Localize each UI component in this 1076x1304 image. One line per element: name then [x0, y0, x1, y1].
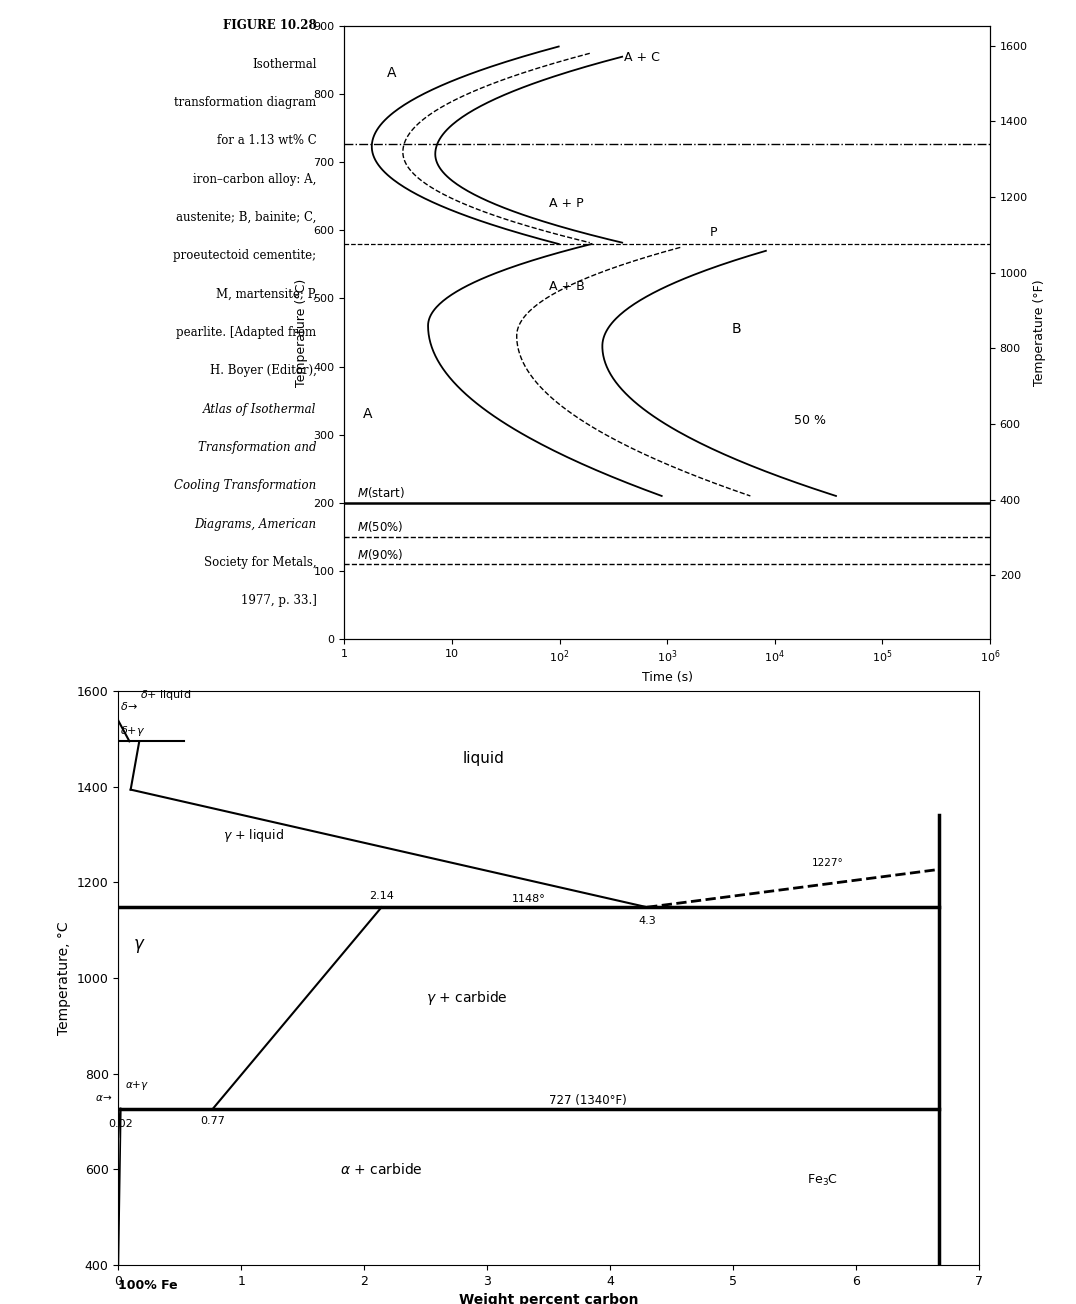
Text: 1148°: 1148°	[512, 895, 546, 905]
Text: proeutectoid cementite;: proeutectoid cementite;	[173, 249, 316, 262]
X-axis label: Weight percent carbon: Weight percent carbon	[459, 1294, 638, 1304]
Text: 100% Fe: 100% Fe	[118, 1279, 178, 1292]
Text: A + B: A + B	[549, 279, 585, 292]
Text: $\gamma$: $\gamma$	[133, 938, 145, 956]
Text: $\alpha$+$\gamma$: $\alpha$+$\gamma$	[125, 1078, 148, 1091]
Text: for a 1.13 wt% C: for a 1.13 wt% C	[216, 134, 316, 147]
Text: 1977, p. 33.]: 1977, p. 33.]	[241, 595, 316, 608]
Text: iron–carbon alloy: A,: iron–carbon alloy: A,	[194, 172, 316, 185]
Text: liquid: liquid	[463, 751, 505, 765]
Text: A + C: A + C	[624, 51, 661, 64]
Text: 2.14: 2.14	[369, 892, 394, 901]
Text: Cooling Transformation: Cooling Transformation	[174, 480, 316, 493]
Text: Diagrams, American: Diagrams, American	[195, 518, 316, 531]
Text: A + P: A + P	[549, 197, 583, 210]
Y-axis label: Temperature (°F): Temperature (°F)	[1033, 279, 1046, 386]
Text: Atlas of Isothermal: Atlas of Isothermal	[203, 403, 316, 416]
Text: $\delta\!\rightarrow$: $\delta\!\rightarrow$	[119, 700, 138, 712]
Text: 0.77: 0.77	[200, 1116, 226, 1125]
X-axis label: Time (s): Time (s)	[641, 670, 693, 683]
Text: $\gamma$ + liquid: $\gamma$ + liquid	[223, 827, 284, 845]
Text: 1227°: 1227°	[812, 858, 844, 867]
Text: 0.02: 0.02	[109, 1119, 133, 1129]
Text: 50 %: 50 %	[794, 415, 825, 428]
Text: Fe$_3$C: Fe$_3$C	[807, 1172, 838, 1188]
Text: M, martensite; P,: M, martensite; P,	[215, 288, 316, 301]
Text: $\alpha$ + carbide: $\alpha$ + carbide	[340, 1162, 423, 1178]
Text: $\alpha\!\rightarrow$: $\alpha\!\rightarrow$	[95, 1093, 112, 1103]
Text: Isothermal: Isothermal	[252, 57, 316, 70]
Text: 727 (1340°F): 727 (1340°F)	[549, 1094, 626, 1107]
Text: $M$(90%): $M$(90%)	[356, 546, 404, 562]
Text: $\delta$+$\gamma$: $\delta$+$\gamma$	[119, 724, 145, 738]
Text: B: B	[732, 322, 741, 335]
Text: pearlite. [Adapted from: pearlite. [Adapted from	[176, 326, 316, 339]
Text: Society for Metals,: Society for Metals,	[204, 557, 316, 569]
Text: transformation diagram: transformation diagram	[174, 96, 316, 110]
Text: P: P	[710, 226, 718, 239]
Text: $M$(start): $M$(start)	[356, 485, 405, 501]
Text: A: A	[387, 67, 397, 80]
Y-axis label: Temperature (°C): Temperature (°C)	[295, 278, 308, 387]
Text: $\gamma$ + carbide: $\gamma$ + carbide	[426, 988, 508, 1007]
Text: FIGURE 10.28: FIGURE 10.28	[223, 20, 316, 33]
Text: A: A	[364, 407, 372, 421]
Text: 4.3: 4.3	[638, 915, 656, 926]
Text: austenite; B, bainite; C,: austenite; B, bainite; C,	[176, 211, 316, 224]
Text: $M$(50%): $M$(50%)	[356, 519, 404, 535]
Text: Transformation and: Transformation and	[198, 441, 316, 454]
Text: $\delta$+ liquid: $\delta$+ liquid	[141, 689, 192, 703]
Text: H. Boyer (Editor),: H. Boyer (Editor),	[210, 365, 316, 377]
Y-axis label: Temperature, °C: Temperature, °C	[57, 921, 71, 1035]
